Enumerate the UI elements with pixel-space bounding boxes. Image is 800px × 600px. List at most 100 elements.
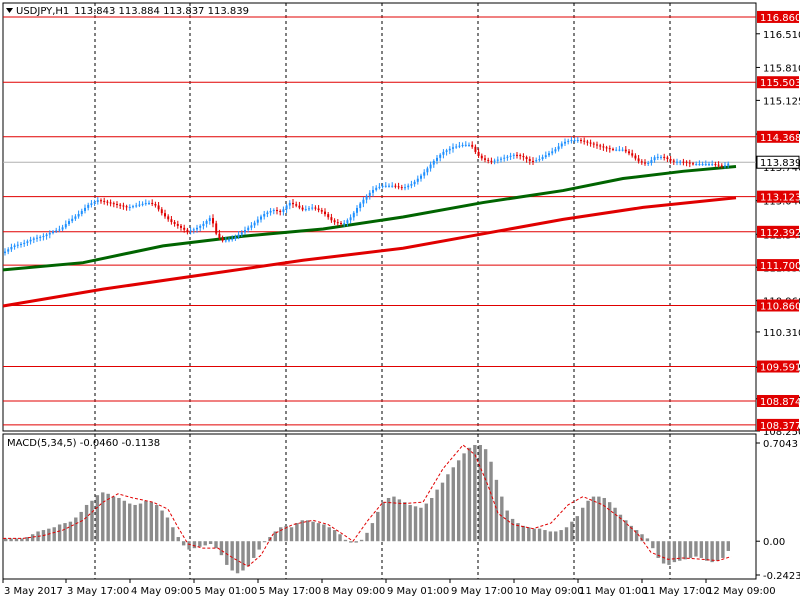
candle-body	[282, 209, 285, 212]
candle-body	[23, 242, 26, 244]
candle-body	[525, 157, 528, 160]
candle-body	[500, 158, 502, 160]
time-tick-label: 9 May 17:00	[451, 586, 513, 597]
level-tag-label: 114.368	[760, 133, 800, 144]
macd-bar	[607, 502, 612, 542]
candle-body	[605, 147, 608, 149]
candle-body	[285, 205, 288, 210]
macd-bar	[462, 453, 466, 542]
candle-body	[615, 149, 618, 151]
level-tag	[757, 360, 799, 373]
candle-body	[4, 251, 6, 254]
candle-body	[55, 230, 58, 232]
time-tick-label: 8 May 09:00	[323, 586, 385, 597]
candle-body	[183, 227, 186, 230]
candle-body	[148, 202, 150, 204]
price-tick-label: 115.125	[763, 96, 800, 107]
candle-body	[621, 149, 624, 151]
candle-body	[349, 217, 352, 221]
candle-body	[704, 164, 707, 166]
macd-bar	[149, 502, 153, 542]
candle-body	[551, 151, 554, 154]
candle-body	[669, 159, 672, 161]
candle-body	[436, 157, 438, 161]
candle-body	[100, 200, 102, 202]
level-tag-label: 112.392	[760, 228, 800, 239]
candle-body	[279, 210, 282, 212]
candle-body	[698, 164, 701, 166]
candle-body	[327, 214, 330, 218]
macd-bar	[257, 541, 261, 550]
candle-body	[218, 233, 221, 239]
macd-bar	[138, 503, 143, 542]
candle-body	[109, 202, 112, 204]
macd-bar	[203, 541, 207, 546]
candle-body	[10, 247, 13, 250]
macd-bar	[95, 495, 100, 542]
macd-bar	[678, 541, 682, 561]
candle-body	[135, 205, 138, 207]
candle-body	[359, 203, 362, 208]
candle-body	[666, 157, 669, 160]
candle-body	[336, 222, 339, 224]
chart-menu-triangle-icon[interactable]	[6, 8, 13, 13]
level-tag	[757, 225, 799, 238]
macd-bar	[403, 502, 407, 542]
candle-body	[352, 212, 355, 218]
macd-bar	[305, 520, 310, 542]
macd-bar	[570, 521, 574, 542]
time-tick-label: 5 May 17:00	[259, 586, 321, 597]
candle-body	[157, 205, 160, 210]
macd-bar	[316, 523, 321, 542]
candle-body	[240, 232, 243, 235]
candle-body	[234, 236, 237, 239]
candle-body	[39, 236, 42, 238]
candle-body	[119, 204, 122, 206]
candle-body	[266, 212, 269, 215]
candle-body	[487, 159, 490, 161]
candle-body	[452, 147, 454, 149]
macd-bar	[101, 492, 105, 542]
candle-body	[714, 164, 717, 166]
candle-body	[346, 220, 349, 224]
macd-bar	[543, 530, 547, 542]
candle-body	[106, 201, 109, 203]
macd-bar	[473, 444, 477, 542]
candle-body	[381, 185, 384, 187]
macd-bar	[532, 528, 536, 542]
macd-bar	[424, 503, 429, 542]
candle-body	[29, 239, 32, 242]
level-tag	[757, 394, 799, 407]
macd-bar	[106, 493, 110, 542]
macd-pane[interactable]: 0.7043 0.00 -0.2423 MACD(5,34,5) -0.0460 -…	[2, 433, 800, 582]
macd-bar	[128, 503, 132, 542]
candle-body	[477, 151, 480, 156]
candle-body	[567, 140, 570, 142]
candle-body	[244, 229, 246, 233]
macd-bar	[527, 527, 531, 542]
candle-body	[90, 203, 93, 205]
macd-bar	[381, 502, 385, 542]
macd-bar	[559, 530, 563, 542]
candle-body	[202, 223, 205, 226]
candle-body	[32, 238, 35, 240]
candle-body	[644, 162, 646, 164]
macd-bar	[338, 534, 342, 542]
macd-bar	[262, 541, 267, 543]
macd-bar	[52, 527, 56, 542]
price-pane[interactable]: 116.510115.810115.125114.425113.740113.0…	[2, 2, 800, 438]
candle-body	[93, 201, 96, 204]
time-tick-label: 5 May 01:00	[195, 586, 257, 597]
candle-body	[365, 195, 368, 200]
candle-body	[516, 154, 518, 156]
macd-bar	[246, 541, 251, 567]
candle-body	[522, 156, 525, 158]
candle-body	[375, 187, 378, 190]
candle-body	[557, 146, 560, 150]
candle-body	[461, 144, 464, 146]
candle-body	[573, 140, 576, 142]
level-tag	[757, 190, 799, 203]
moving-averages	[2, 165, 737, 308]
macd-bar	[710, 541, 714, 563]
